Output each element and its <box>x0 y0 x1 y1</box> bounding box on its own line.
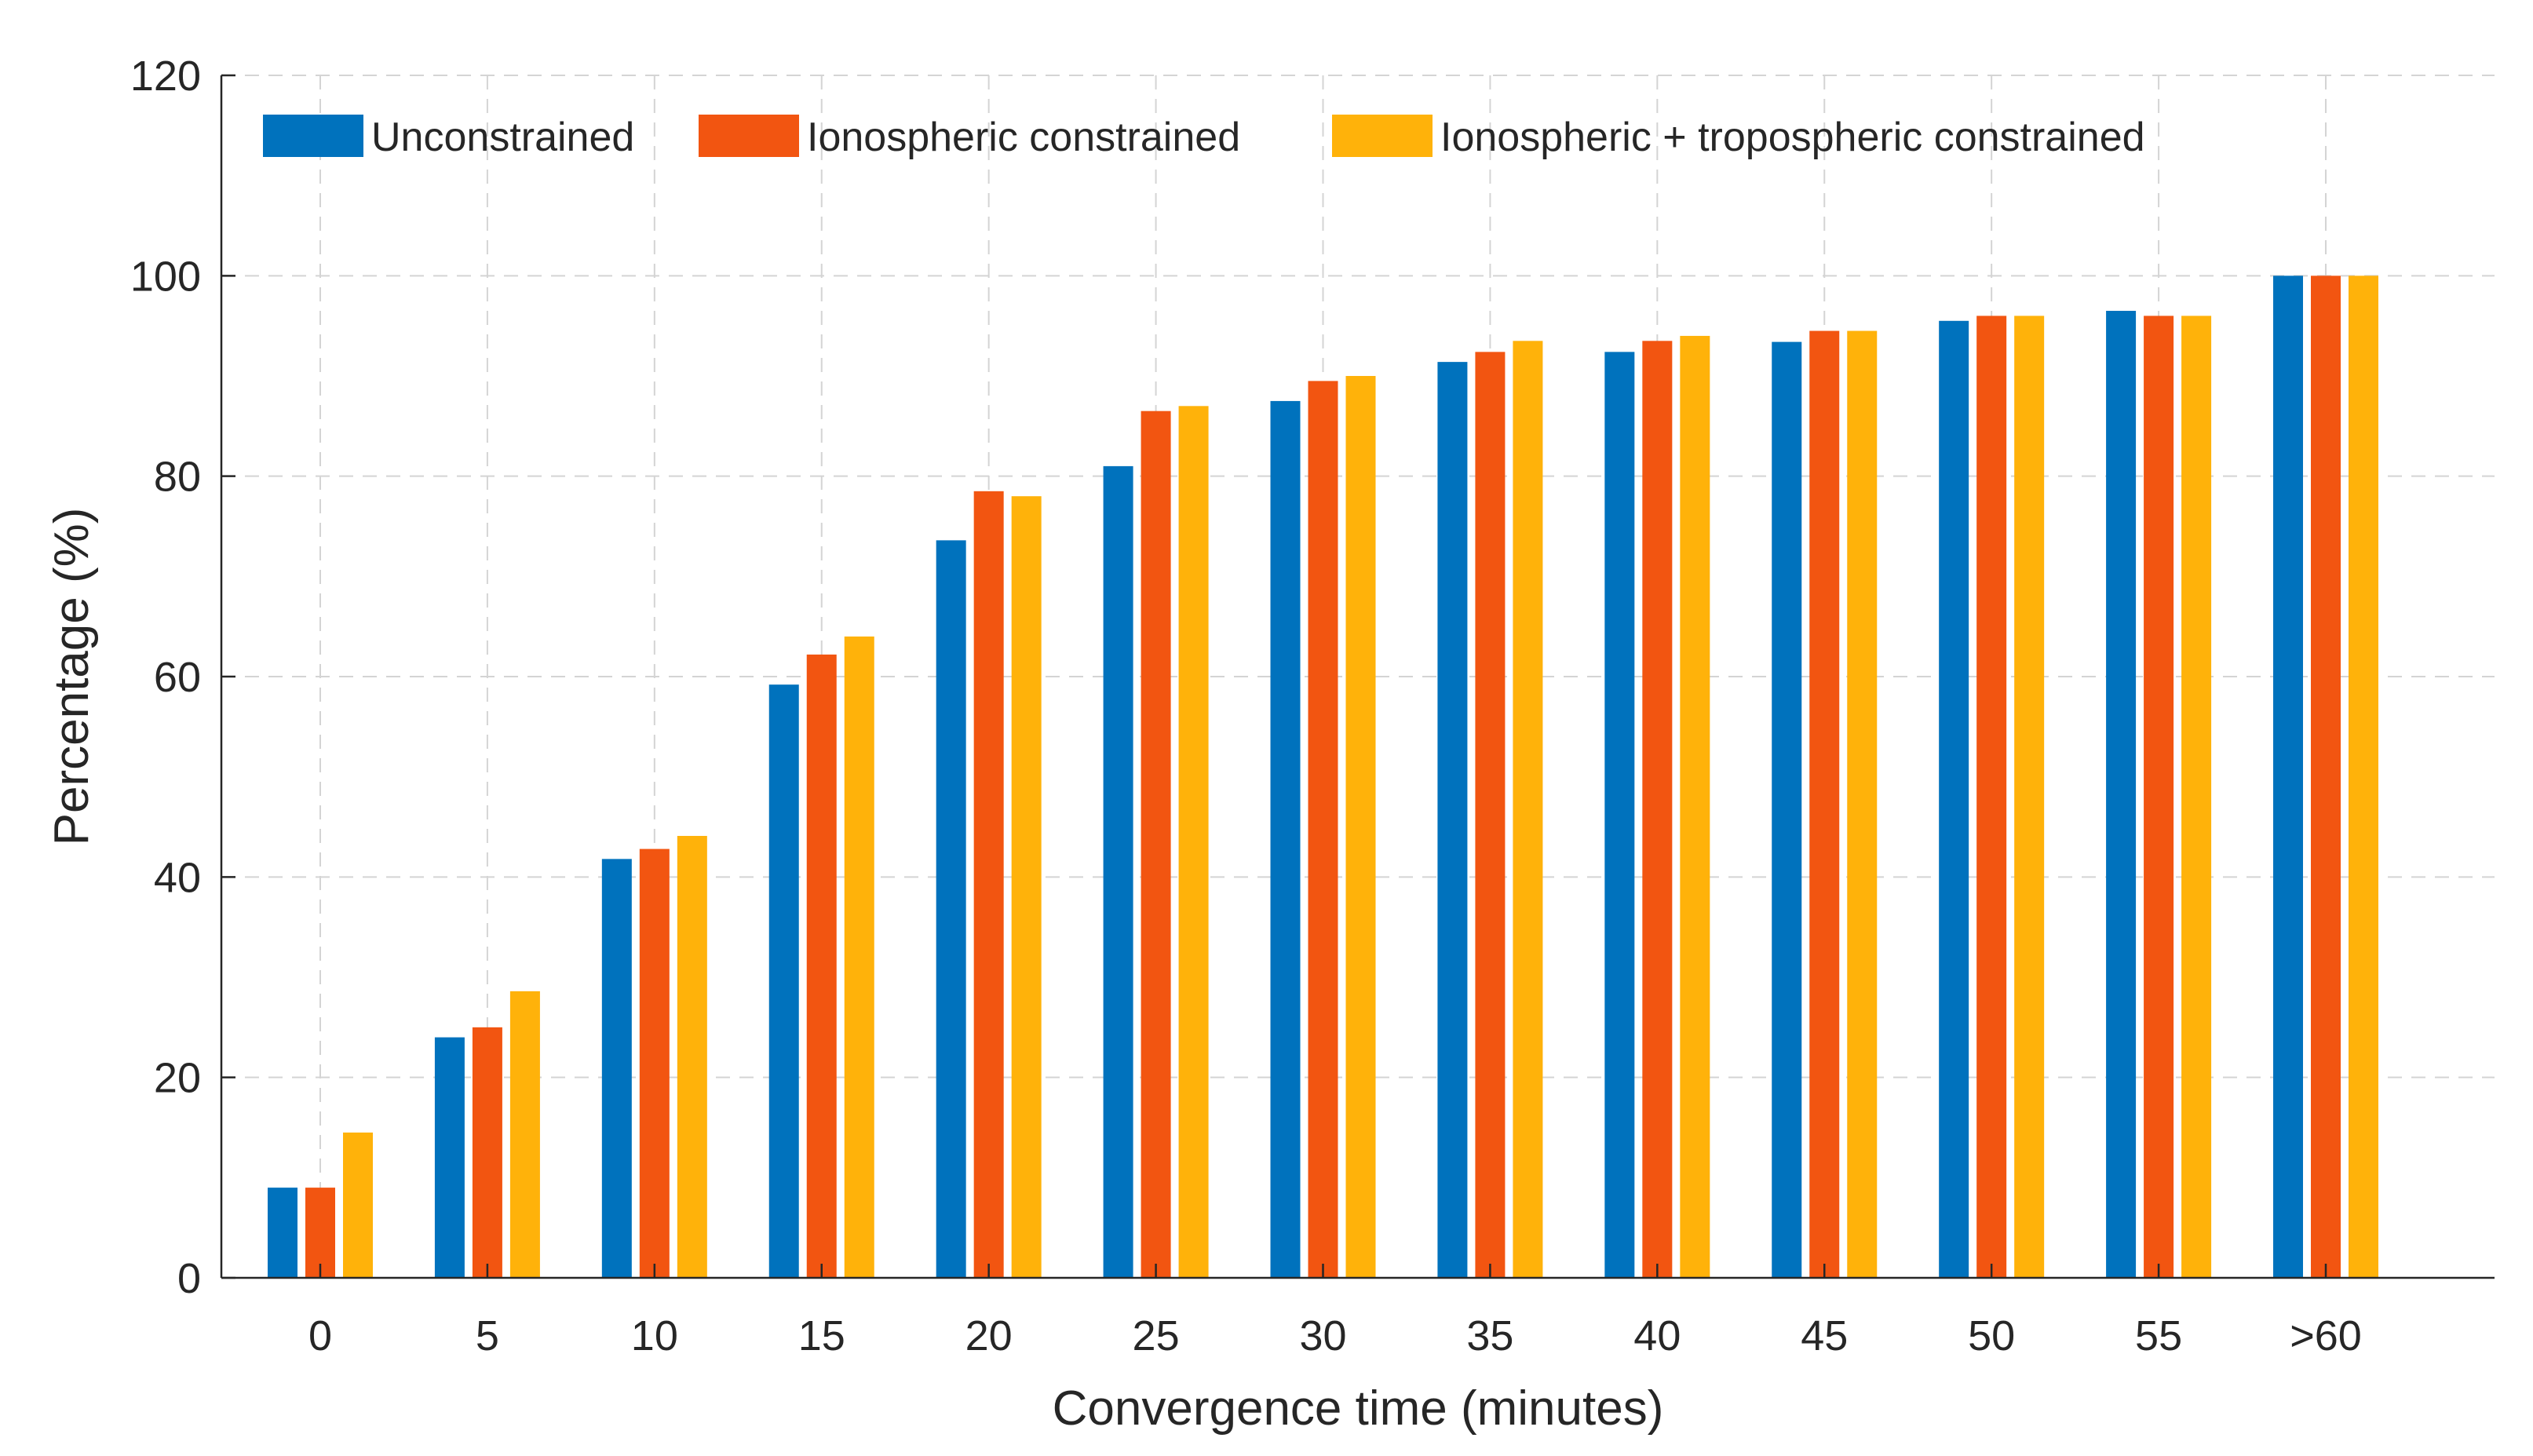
bar <box>1308 381 1338 1279</box>
bar-series <box>268 276 2378 1279</box>
y-tick-label: 100 <box>130 253 201 300</box>
x-axis-title: Convergence time (minutes) <box>1053 1381 1664 1436</box>
bar <box>2273 276 2303 1278</box>
bar <box>601 859 632 1278</box>
x-tick-label: 35 <box>1466 1312 1513 1359</box>
y-tick-label: 60 <box>154 654 201 701</box>
x-tick-label: 30 <box>1299 1312 1346 1359</box>
bar <box>1141 411 1171 1278</box>
bar <box>639 848 670 1278</box>
y-tick-label: 120 <box>130 53 201 100</box>
legend-label: Ionospheric constrained <box>807 115 1240 160</box>
bar <box>844 636 874 1278</box>
y-axis-title: Percentage (%) <box>45 508 99 846</box>
bar <box>1103 465 1133 1278</box>
legend-label: Unconstrained <box>371 115 634 160</box>
x-tick-label: 0 <box>308 1312 332 1359</box>
bar <box>1809 330 1840 1278</box>
x-tick-label: 55 <box>2135 1312 2182 1359</box>
x-tick-label: 5 <box>476 1312 499 1359</box>
bar <box>2181 316 2212 1278</box>
bar <box>1513 341 1543 1279</box>
bar <box>2349 276 2378 1278</box>
bar <box>1772 341 1802 1279</box>
bar <box>1604 352 1635 1278</box>
y-tick-label: 20 <box>154 1055 201 1102</box>
y-tick-label: 80 <box>154 454 201 501</box>
bar <box>2311 276 2341 1278</box>
bar <box>343 1132 373 1278</box>
bar <box>1011 496 1042 1278</box>
legend-swatch <box>1332 115 1433 157</box>
bar <box>1939 320 1969 1278</box>
bar <box>1642 341 1673 1279</box>
bar <box>1270 400 1301 1279</box>
bar <box>2014 316 2045 1278</box>
y-tick-label: 40 <box>154 854 201 901</box>
x-tick-label: 50 <box>1968 1312 2015 1359</box>
ticks: 0 20 40 60 80 100 120 0 5 10 15 20 25 30 35 40 45 50 55 >60 <box>130 53 2362 1359</box>
x-tick-label: >60 <box>2290 1312 2362 1359</box>
series-3 <box>343 276 2378 1279</box>
bar <box>1475 352 1506 1278</box>
bar <box>1680 335 1710 1278</box>
bar <box>305 1188 335 1278</box>
bar <box>1847 330 1878 1278</box>
bar <box>2144 316 2174 1278</box>
bar <box>1437 362 1468 1278</box>
legend-label: Ionospheric + tropospheric constrained <box>1440 115 2145 160</box>
bar <box>973 491 1004 1278</box>
legend: Unconstrained Ionospheric constrained Iono… <box>263 115 2145 160</box>
legend-swatch <box>263 115 363 157</box>
bar <box>768 684 799 1278</box>
bar <box>509 991 540 1278</box>
x-tick-label: 20 <box>965 1312 1013 1359</box>
x-tick-label: 15 <box>798 1312 845 1359</box>
x-tick-label: 10 <box>631 1312 678 1359</box>
bar <box>806 654 837 1278</box>
bar <box>2106 311 2137 1279</box>
bar <box>677 835 707 1278</box>
x-tick-label: 25 <box>1133 1312 1180 1359</box>
series-1 <box>268 276 2303 1279</box>
bar <box>472 1027 502 1278</box>
bar <box>1178 406 1209 1278</box>
bar <box>434 1037 465 1278</box>
bar <box>936 540 966 1278</box>
y-tick-label: 0 <box>177 1255 201 1302</box>
x-tick-label: 40 <box>1633 1312 1681 1359</box>
series-2 <box>305 276 2341 1279</box>
x-tick-label: 45 <box>1801 1312 1848 1359</box>
bar <box>1976 316 2007 1278</box>
bar <box>268 1188 297 1278</box>
bar <box>1345 376 1376 1278</box>
legend-swatch <box>699 115 799 157</box>
